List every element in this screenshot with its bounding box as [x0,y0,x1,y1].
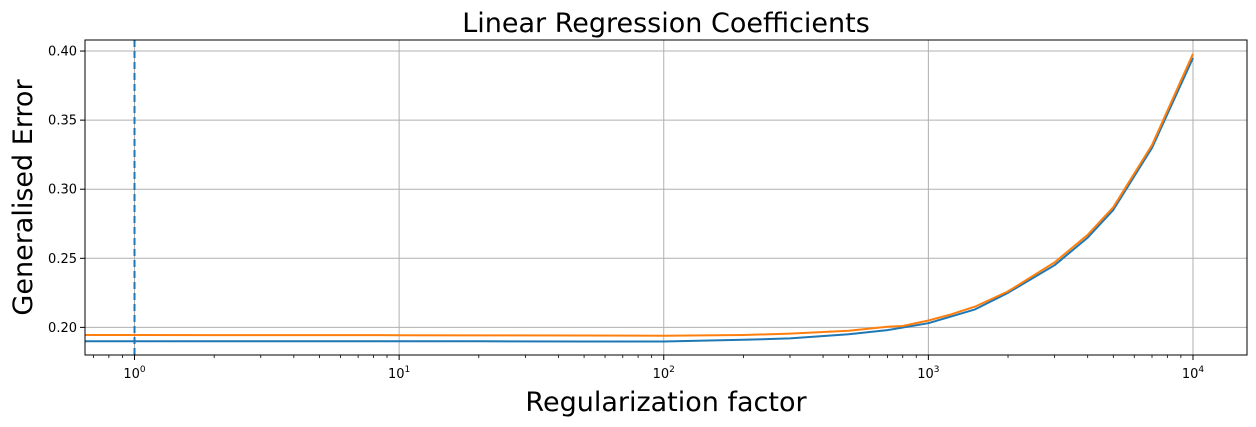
series-line-2 [85,53,1194,337]
y-tick-label: 0.35 [48,114,77,129]
x-tick-label: 103 [917,365,939,382]
series-layer [85,53,1194,343]
grid [85,40,1247,355]
x-tick-label: 104 [1182,365,1205,382]
y-tick-label: 0.30 [48,183,77,198]
chart-title: Linear Regression Coefficients [462,8,870,39]
plot-frame [84,39,1248,356]
x-tick-label: 100 [123,365,146,382]
ticks: 100 101 102 103 104 0.20 0.25 0.30 0.35 0.40 [48,45,1204,382]
y-tick-label: 0.25 [48,252,77,267]
x-axis-label: Regularization factor [525,387,807,418]
x-tick-label: 102 [653,365,675,382]
y-tick-label: 0.40 [48,45,77,60]
series-line-1 [85,57,1194,343]
x-tick-label: 101 [388,365,410,382]
y-axis-label: Generalised Error [8,79,39,316]
y-tick-label: 0.20 [48,321,77,336]
